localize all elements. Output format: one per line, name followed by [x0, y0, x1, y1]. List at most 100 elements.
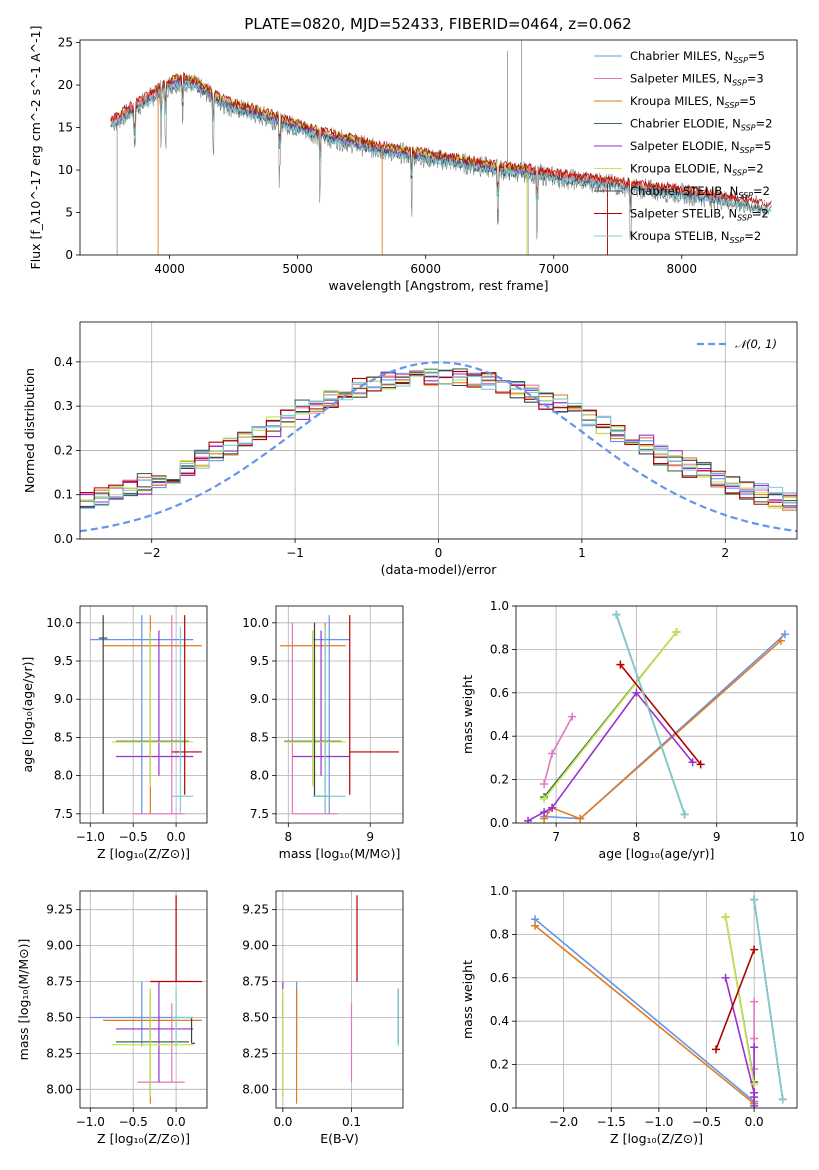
y-axis-label: age [log₁₀(age/yr)]	[20, 657, 35, 773]
data-point	[680, 810, 689, 819]
grid	[80, 606, 207, 823]
model-spectrum-kroupa_stelib	[110, 80, 772, 215]
weight-line-kroupa_miles	[543, 640, 782, 820]
data-point	[750, 1080, 759, 1089]
grid	[276, 606, 403, 823]
y-tick-label: 0.2	[54, 443, 73, 457]
y-tick-label: 0.2	[490, 773, 509, 787]
y-tick-label: 8.50	[242, 1010, 269, 1024]
y-axis-label: Normed distribution	[22, 368, 37, 493]
errorbar-kroupa_miles	[103, 988, 202, 1104]
legend-entry: Kroupa ELODIE, NSSP=2	[630, 162, 764, 178]
chart-spectrum: 4000 5000 6000 7000 8000 0 5 10 15 20 25 wavelength…	[28, 26, 798, 293]
x-axis-label: Z [log₁₀(Z/Z⊙)]	[97, 1131, 190, 1146]
weight-line-kroupa_elodie	[724, 916, 755, 1085]
y-axis-label: mass [log₁₀(M/M⊙)]	[16, 939, 31, 1061]
y-tick-label: 0.8	[490, 642, 509, 656]
errorbar-chabrier_stelib	[98, 615, 108, 814]
data-point	[688, 758, 697, 767]
errorbar-chabrier_miles	[312, 615, 350, 814]
x-tick-label: 7	[552, 830, 560, 844]
data-point	[540, 808, 549, 817]
y-tick-label: 8.0	[54, 769, 73, 783]
y-tick-label: 8.75	[46, 975, 73, 989]
plot-area	[110, 40, 772, 255]
chart-age_vs_Z: −1.0 −0.5 0.0 7.5 8.0 8.5 9.0 9.5 10.0 Z [log₁₀(Z…	[20, 605, 208, 861]
y-axis-label: Flux [f_λ10^-17 erg cm^-2 s^-1 A^-1]	[28, 26, 43, 270]
axes-frame	[79, 890, 208, 1109]
axes-frame	[515, 890, 798, 1109]
data-point	[780, 630, 789, 639]
grid	[80, 322, 797, 540]
grid	[276, 891, 403, 1108]
x-tick-label: 10	[789, 830, 804, 844]
x-tick-label: 0.1	[342, 1115, 361, 1129]
errorbar-chabrier_elodie	[116, 995, 189, 1097]
axes-frame	[275, 605, 404, 824]
x-tick-label: −1	[286, 546, 304, 560]
legend-entry: Salpeter ELODIE, NSSP=5	[630, 139, 771, 155]
y-tick-label: 9.00	[242, 939, 269, 953]
data-point	[750, 945, 759, 954]
data-point	[696, 760, 705, 769]
data-point	[750, 1043, 759, 1052]
weight-line-salpeter_miles	[543, 716, 573, 785]
data-point	[712, 1045, 721, 1054]
y-tick-label: 9.0	[250, 692, 269, 706]
x-tick-label: 9	[713, 830, 721, 844]
data-point	[540, 795, 549, 804]
y-tick-label: 9.00	[46, 939, 73, 953]
data-point	[778, 1095, 787, 1104]
data-point	[750, 1093, 759, 1102]
weight-line-kroupa_elodie	[543, 631, 678, 800]
y-tick-label: 8.75	[242, 975, 269, 989]
data-point	[540, 779, 549, 788]
chart-mass_vs_ebv: 0.0 0.1 8.00 8.25 8.50 8.75 9.00 9.25 E(B-V)	[242, 890, 404, 1146]
errorbar-salpeter_miles	[133, 615, 185, 815]
x-tick-label: −1.0	[644, 1115, 673, 1129]
y-tick-label: 0.4	[54, 355, 73, 369]
data-point	[750, 895, 759, 904]
x-axis-label: wavelength [Angstrom, rest frame]	[328, 278, 548, 293]
x-tick-label: 0.0	[167, 830, 186, 844]
y-tick-label: 10.0	[242, 616, 269, 630]
legend-entry: Chabrier MILES, NSSP=5	[630, 49, 765, 65]
data-point	[548, 803, 557, 812]
grid	[516, 605, 798, 824]
x-tick-label: −2.0	[549, 1115, 578, 1129]
weight-line-kroupa_stelib	[615, 614, 686, 815]
errorbar-kroupa_elodie	[111, 630, 194, 788]
x-tick-label: −0.5	[119, 1115, 148, 1129]
x-tick-label: 4000	[154, 262, 185, 276]
x-tick-label: 8	[633, 830, 641, 844]
y-tick-label: 0	[65, 248, 73, 262]
x-tick-label: 0.0	[167, 1115, 186, 1129]
plot-area	[280, 615, 399, 815]
x-tick-label: 0	[435, 546, 443, 560]
x-tick-label: 0.0	[273, 1115, 292, 1129]
y-tick-label: 0.0	[490, 816, 509, 830]
y-tick-label: 8.00	[242, 1082, 269, 1096]
x-tick-label: −0.5	[692, 1115, 721, 1129]
data-point	[750, 1101, 759, 1108]
legend-entry: Kroupa STELIB, NSSP=2	[630, 229, 761, 245]
data-point	[721, 973, 730, 982]
y-tick-label: 8.00	[46, 1082, 73, 1096]
y-tick-label: 0.3	[54, 399, 73, 413]
x-axis-label: age [log₁₀(age/yr)]	[599, 846, 715, 861]
data-point	[548, 749, 557, 758]
x-tick-label: −0.5	[119, 830, 148, 844]
data-point	[524, 816, 533, 823]
axes-frame	[79, 321, 798, 540]
legend-entry: Chabrier STELIB, NSSP=2	[630, 184, 770, 200]
axes-frame	[275, 890, 404, 1109]
errorbar-chabrier_elodie	[116, 630, 189, 784]
x-tick-label: −2	[143, 546, 161, 560]
figure-title: PLATE=0820, MJD=52433, FIBERID=0464, z=0…	[244, 15, 631, 33]
errorbar-chabrier_stelib	[190, 1017, 195, 1044]
data-point	[750, 997, 759, 1006]
data-point	[616, 660, 625, 669]
errorbar-chabrier_stelib	[313, 622, 330, 797]
y-tick-label: 5	[65, 206, 73, 220]
